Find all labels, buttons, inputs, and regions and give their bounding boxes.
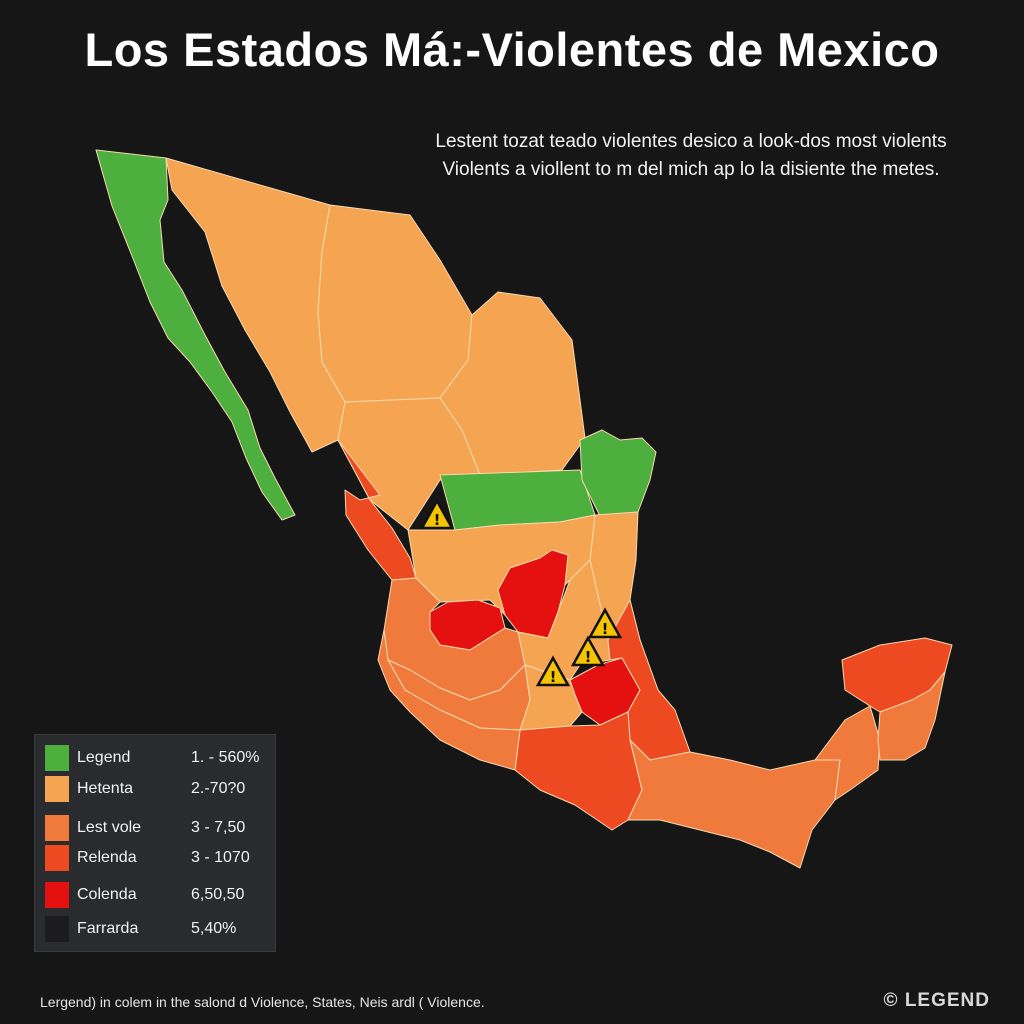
state-chihuahua[interactable] (317, 204, 473, 403)
legend-item: Hetenta 2.-70?0 (45, 776, 270, 806)
legend-label: Relenda (77, 849, 137, 866)
legend-swatch (45, 776, 69, 802)
state-tamaulipas[interactable] (579, 429, 657, 517)
legend-range: 5,40% (191, 920, 237, 937)
legend-label: Hetenta (77, 780, 134, 797)
state-coahuila[interactable] (439, 291, 586, 476)
state-quintana-roo[interactable] (877, 671, 946, 761)
legend-swatch (45, 815, 69, 841)
brand-logo: © LEGEND (883, 990, 990, 1011)
legend-swatch (45, 745, 69, 771)
warning-triangle-icon[interactable]: ! (570, 635, 606, 667)
svg-text:!: ! (550, 668, 557, 686)
state-oaxaca[interactable] (627, 739, 841, 869)
legend-panel: Legend 1. - 560% Hetenta 2.-70?0 Lest vo… (34, 734, 276, 952)
map-title: Los Estados Má:-Violentes de Mexico (84, 23, 940, 76)
warning-triangle-icon[interactable]: ! (535, 655, 571, 687)
legend-swatch (45, 916, 69, 942)
state-guerrero[interactable] (514, 711, 643, 831)
warning-triangle-icon[interactable]: ! (587, 607, 623, 639)
state-chiapas[interactable] (814, 705, 881, 801)
legend-label: Farrarda (77, 920, 139, 937)
legend-item: Legend 1. - 560% (45, 745, 270, 775)
legend-range: 3 - 1070 (191, 849, 250, 866)
state-baja-california[interactable] (95, 149, 296, 521)
legend-swatch (45, 845, 69, 871)
map-subtitle: Lestent tozat teado violentes desico a l… (396, 128, 986, 184)
warning-triangle-icon[interactable]: ! (419, 498, 455, 530)
legend-item: Colenda 6,50,50 (45, 882, 270, 912)
subtitle-line-2: Violents a viollent to m del mich ap lo … (442, 159, 940, 180)
legend-item: Lest vole 3 - 7,50 (45, 815, 270, 845)
footnote: Lergend) in colem in the salond d Violen… (40, 994, 485, 1010)
legend-range: 6,50,50 (191, 886, 245, 903)
legend-range: 2.-70?0 (191, 780, 246, 797)
legend-item: Farrarda 5,40% (45, 916, 270, 946)
legend-label: Legend (77, 749, 131, 766)
state-colima[interactable] (377, 629, 521, 771)
svg-text:!: ! (602, 620, 609, 638)
state-sinaloa[interactable] (337, 439, 417, 581)
legend-range: 3 - 7,50 (191, 819, 246, 836)
subtitle-line-1: Lestent tozat teado violentes desico a l… (435, 131, 947, 152)
legend-item: Relenda 3 - 1070 (45, 845, 270, 875)
legend-range: 1. - 560% (191, 749, 260, 766)
legend-swatch (45, 882, 69, 908)
legend-label: Colenda (77, 886, 137, 903)
legend-label: Lest vole (77, 819, 142, 836)
svg-text:!: ! (434, 511, 441, 529)
svg-text:!: ! (585, 648, 592, 666)
